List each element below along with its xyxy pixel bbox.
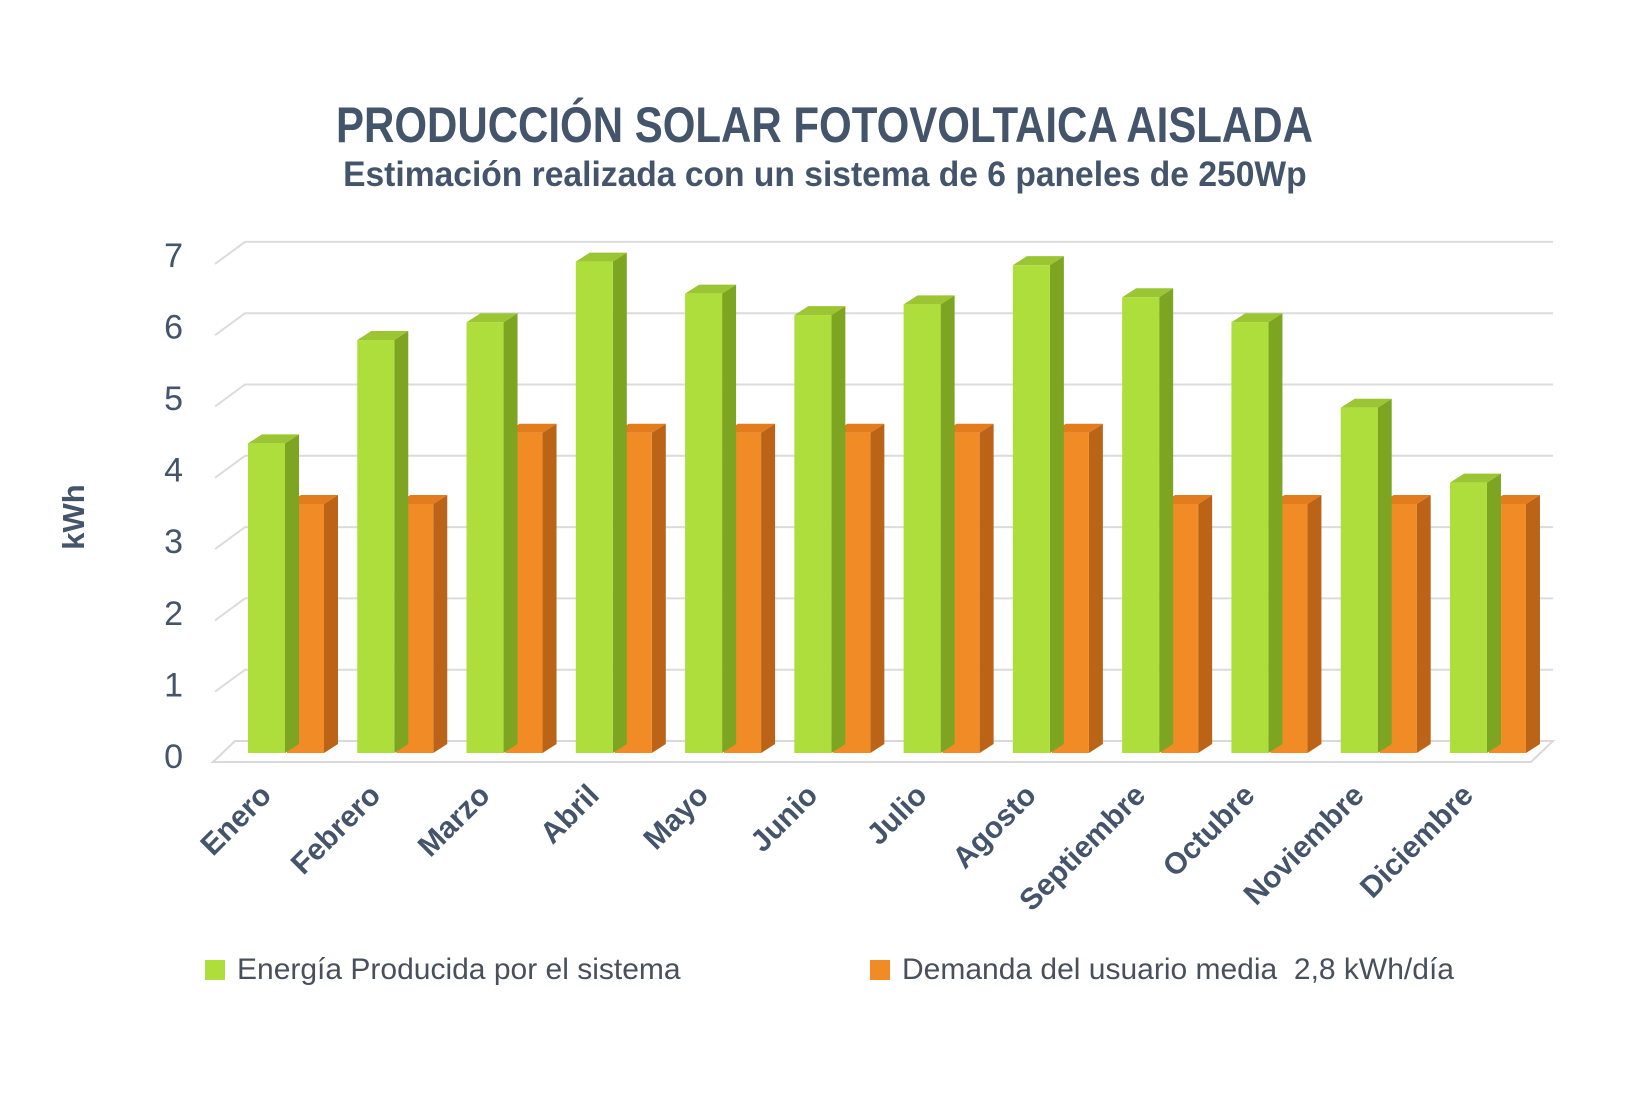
gridline-6 [214, 312, 1553, 337]
legend-item-demanda-usuario: Demanda del usuario media 2,8 kWh/día [870, 952, 1454, 988]
y-tick-label-1: 1 [164, 666, 183, 704]
legend-item-energia-producida: Energía Producida por el sistema [205, 952, 681, 988]
bar-group-septiembre [1122, 288, 1213, 753]
legend-label-demanda-usuario: Demanda del usuario media 2,8 kWh/día [902, 953, 1454, 986]
legend-swatch-orange [870, 960, 890, 980]
gridline-7 [214, 240, 1553, 265]
bar-group-diciembre [1449, 473, 1540, 753]
bar-produced-agosto [1012, 256, 1064, 753]
bar-produced-junio [794, 306, 846, 753]
y-tick-label-5: 5 [164, 380, 183, 418]
gridline-2 [214, 597, 1553, 622]
x-tick-label-octubre: Octubre [1157, 779, 1262, 884]
gridline-5 [214, 383, 1553, 408]
x-tick-label-marzo: Marzo [412, 779, 497, 864]
bar-group-enero [248, 434, 338, 753]
chart-subtitle: Estimación realizada con un sistema de 6… [0, 154, 1649, 196]
bar-group-marzo [466, 313, 557, 753]
chart-subtitle-text: Estimación realizada con un sistema de 6… [342, 155, 1307, 194]
bar-produced-diciembre [1449, 473, 1501, 753]
bar-group-abril [575, 252, 666, 753]
bar-produced-mayo [685, 284, 737, 753]
chart-title: PRODUCCIÓN SOLAR FOTOVOLTAICA AISLADA [0, 98, 1649, 152]
x-tick-label-abril: Abril [534, 779, 606, 851]
y-tick-label-2: 2 [164, 595, 183, 633]
x-tick-label-mayo: Mayo [637, 779, 715, 857]
bar-produced-julio [903, 295, 955, 753]
y-tick-label-0: 0 [164, 738, 183, 776]
bar-group-octubre [1231, 313, 1322, 753]
y-tick-label-4: 4 [164, 452, 183, 490]
bar-group-noviembre [1340, 398, 1431, 753]
bar-produced-octubre [1231, 313, 1283, 753]
legend-label-energia-producida: Energía Producida por el sistema [237, 953, 681, 986]
legend-swatch-green [205, 960, 225, 980]
bar-group-febrero [357, 331, 448, 753]
x-tick-label-diciembre: Diciembre [1354, 779, 1480, 905]
x-tick-label-junio: Junio [744, 779, 824, 859]
gridline-3 [214, 526, 1553, 550]
x-tick-label-febrero: Febrero [285, 779, 387, 881]
y-tick-label-6: 6 [164, 308, 183, 346]
gridline-1 [214, 668, 1553, 693]
x-tick-label-agosto: Agosto [946, 779, 1042, 875]
x-tick-label-julio: Julio [861, 779, 934, 852]
bar-group-junio [794, 306, 885, 753]
bar-produced-septiembre [1122, 288, 1174, 753]
chart-title-text: PRODUCCIÓN SOLAR FOTOVOLTAICA AISLADA [336, 97, 1313, 153]
gridline-4 [214, 454, 1553, 479]
bar-produced-abril [575, 252, 627, 753]
y-tick-label-3: 3 [164, 523, 183, 561]
x-tick-label-enero: Enero [194, 779, 277, 862]
bar-produced-febrero [357, 331, 409, 753]
bar-produced-noviembre [1340, 398, 1392, 753]
bar-demand-febrero [396, 495, 448, 753]
bar-produced-marzo [466, 313, 518, 753]
bar-group-julio [903, 295, 994, 753]
y-tick-label-7: 7 [164, 237, 183, 275]
bar-group-mayo [685, 284, 776, 753]
bar-produced-enero [248, 434, 299, 753]
bar-group-agosto [1012, 256, 1103, 753]
